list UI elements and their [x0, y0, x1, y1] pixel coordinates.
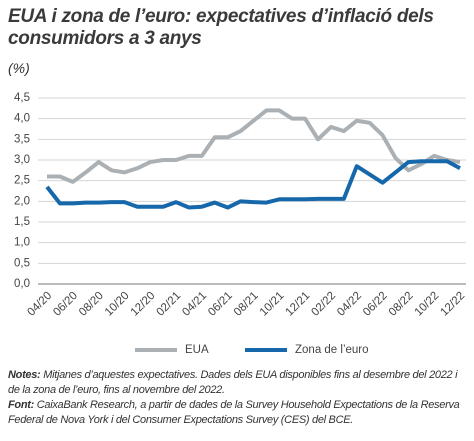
y-tick-label: 4,5	[14, 92, 30, 104]
x-tick-label: 02/21	[154, 290, 183, 319]
series-line	[47, 108, 461, 184]
x-tick-label: 10/20	[103, 290, 132, 319]
chart: 0,0 0,5 1,0 1,5 2,0 2,5 3,0 3,5 4,0 4,5 04/2006/20…	[14, 92, 467, 356]
x-tick-label: 12/21	[284, 290, 313, 319]
y-tick-label: 3,5	[14, 133, 30, 145]
x-tick-label: 02/22	[309, 290, 338, 319]
source-text: CaixaBank Research, a partir de dades de…	[8, 399, 460, 426]
x-tick-label: 06/22	[361, 290, 390, 319]
x-tick-label: 06/21	[206, 290, 235, 319]
unit-label: (%)	[8, 60, 30, 76]
y-tick-label: 3,0	[14, 154, 30, 166]
x-tick-label: 04/22	[335, 290, 364, 319]
y-tick-label: 1,5	[14, 216, 30, 228]
x-tick-label: 04/21	[180, 290, 209, 319]
y-tick-label: 0,5	[14, 257, 30, 269]
notes-label: Notes:	[8, 369, 41, 381]
x-tick-label: 08/21	[232, 290, 261, 319]
source-label: Font:	[8, 399, 34, 411]
y-tick-label: 2,0	[14, 195, 30, 207]
y-tick-label: 2,5	[14, 175, 30, 187]
notes-text: Mitjanes d’aquestes expectatives. Dades …	[8, 369, 458, 396]
notes: Notes: Mitjanes d’aquestes expectatives.…	[8, 368, 470, 428]
y-tick-label: 1,0	[14, 237, 30, 249]
notes-line: Notes: Mitjanes d’aquestes expectatives.…	[8, 368, 470, 398]
x-tick-label: 10/22	[413, 290, 442, 319]
x-tick-label: 06/20	[51, 290, 80, 319]
legend-label: Zona de l’euro	[295, 344, 369, 356]
x-tick-label: 12/22	[438, 290, 467, 319]
x-tick-label: 10/21	[258, 290, 287, 319]
x-tick-label: 08/22	[387, 290, 416, 319]
series-line	[45, 159, 461, 210]
chart-title: EUA i zona de l’euro: expectatives d’inf…	[8, 6, 434, 49]
source-line: Font: CaixaBank Research, a partir de da…	[8, 398, 470, 428]
x-tick-label: 08/20	[77, 290, 106, 319]
x-tick-label: 12/20	[129, 290, 158, 319]
x-tick-label: 04/20	[25, 290, 54, 319]
y-tick-label: 4,0	[14, 113, 30, 125]
y-tick-label: 0,0	[14, 278, 30, 290]
legend-label: EUA	[185, 344, 209, 356]
